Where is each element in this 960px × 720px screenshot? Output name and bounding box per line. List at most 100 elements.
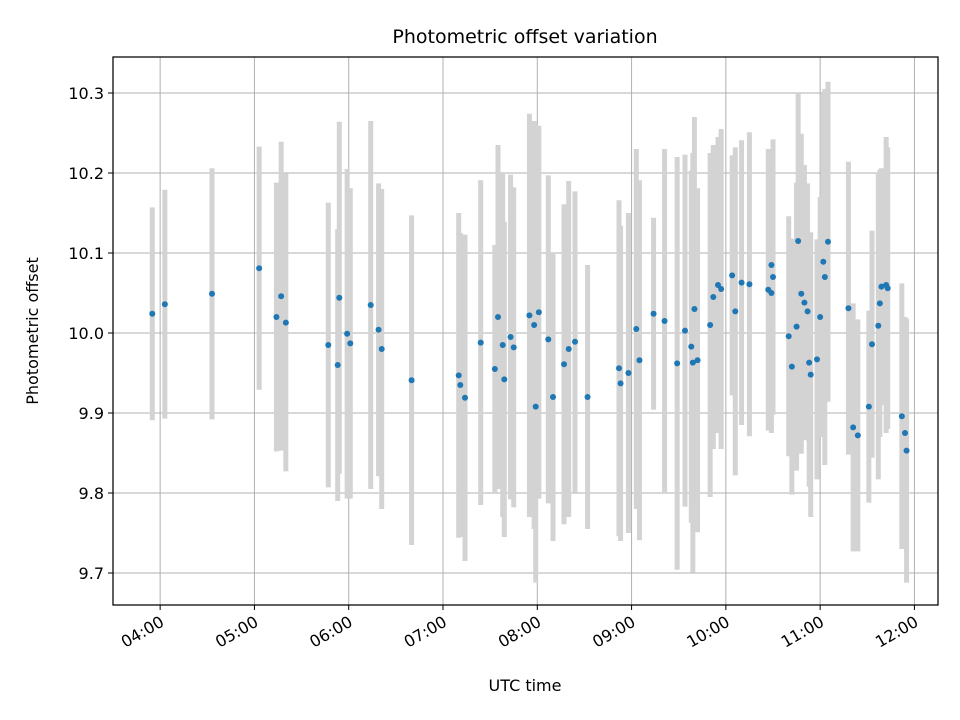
data-point	[770, 274, 776, 280]
data-point	[801, 299, 808, 306]
data-point	[347, 340, 354, 347]
data-point	[804, 308, 811, 315]
data-point	[732, 308, 739, 315]
data-point	[806, 359, 813, 366]
y-tick-label: 10.0	[68, 324, 104, 343]
y-tick-label: 10.1	[68, 244, 104, 263]
data-point	[746, 281, 753, 288]
data-point	[820, 258, 827, 265]
data-point	[798, 290, 805, 297]
data-point	[898, 413, 905, 420]
data-point	[865, 403, 872, 410]
data-point	[378, 346, 385, 352]
y-tick-label: 9.8	[79, 484, 104, 503]
data-point	[550, 394, 556, 400]
data-point	[694, 357, 701, 364]
data-point	[545, 336, 552, 343]
data-point	[531, 322, 538, 328]
data-point	[462, 394, 468, 401]
data-point	[636, 357, 643, 364]
data-point	[795, 238, 802, 244]
data-point	[477, 339, 484, 346]
data-point	[209, 290, 215, 297]
data-point	[625, 370, 632, 376]
data-point	[878, 283, 885, 290]
data-point	[902, 430, 908, 436]
data-point	[884, 285, 891, 292]
data-point	[788, 363, 795, 370]
grid	[113, 57, 938, 605]
data-point	[282, 319, 289, 326]
data-point	[661, 318, 668, 324]
y-axis-ticks: 9.7 9.8 9.9 10.0 10.1 10.2 10.3	[68, 84, 113, 583]
data-point	[336, 294, 343, 301]
data-point	[584, 394, 591, 400]
data-point	[334, 362, 341, 368]
data-point	[375, 326, 382, 333]
data-point	[903, 447, 910, 454]
data-point	[457, 382, 464, 388]
data-point	[408, 377, 415, 384]
data-point	[616, 365, 622, 372]
data-point	[814, 356, 820, 363]
data-point	[532, 403, 539, 410]
data-point	[367, 302, 374, 308]
data-point	[617, 380, 624, 387]
data-point	[854, 432, 861, 439]
y-tick-label: 10.2	[68, 164, 104, 183]
data-point	[501, 376, 508, 383]
data-point	[821, 274, 828, 280]
data-point	[499, 342, 506, 348]
plot-frame	[112, 56, 939, 606]
data-point	[817, 314, 824, 320]
data-point	[510, 344, 517, 351]
data-point	[344, 330, 351, 337]
y-axis-label: Photometric offset	[23, 257, 42, 405]
data-point	[845, 305, 852, 312]
data-point	[149, 310, 156, 317]
data-point	[785, 333, 792, 340]
data-point	[455, 372, 462, 379]
data-point	[707, 322, 714, 328]
data-point	[682, 327, 688, 334]
data-point	[161, 301, 168, 308]
y-tick-label: 9.9	[79, 404, 104, 423]
data-point	[674, 360, 681, 367]
data-point	[793, 323, 800, 330]
data-point	[825, 238, 831, 245]
y-tick-label: 9.7	[79, 564, 104, 583]
data-point	[535, 309, 542, 316]
data-point	[491, 366, 498, 372]
data-point	[768, 262, 775, 268]
data-point	[729, 272, 736, 279]
data-point	[495, 314, 501, 320]
chart-title: Photometric offset variation	[392, 26, 657, 48]
data-point	[256, 265, 263, 272]
y-tick-label: 10.3	[68, 84, 104, 103]
data-point	[650, 310, 657, 317]
data-point	[526, 312, 533, 319]
data-point	[561, 361, 567, 368]
data-point	[875, 322, 882, 329]
data-point	[688, 343, 695, 350]
data-point	[633, 326, 640, 332]
data-point	[850, 424, 857, 431]
data-point	[710, 294, 717, 300]
data-point	[738, 279, 745, 286]
data-point	[325, 342, 332, 348]
data-point	[565, 346, 572, 352]
data-point	[718, 286, 725, 292]
data-point	[273, 314, 280, 320]
data-points	[149, 238, 910, 454]
data-point	[507, 334, 514, 340]
data-point	[278, 293, 285, 300]
data-point	[768, 290, 775, 296]
x-axis-label: UTC time	[489, 676, 562, 695]
data-point	[572, 338, 578, 345]
data-point	[691, 306, 698, 312]
data-point	[807, 371, 814, 378]
data-point	[876, 300, 883, 307]
data-point	[689, 359, 696, 366]
data-point	[869, 341, 875, 348]
